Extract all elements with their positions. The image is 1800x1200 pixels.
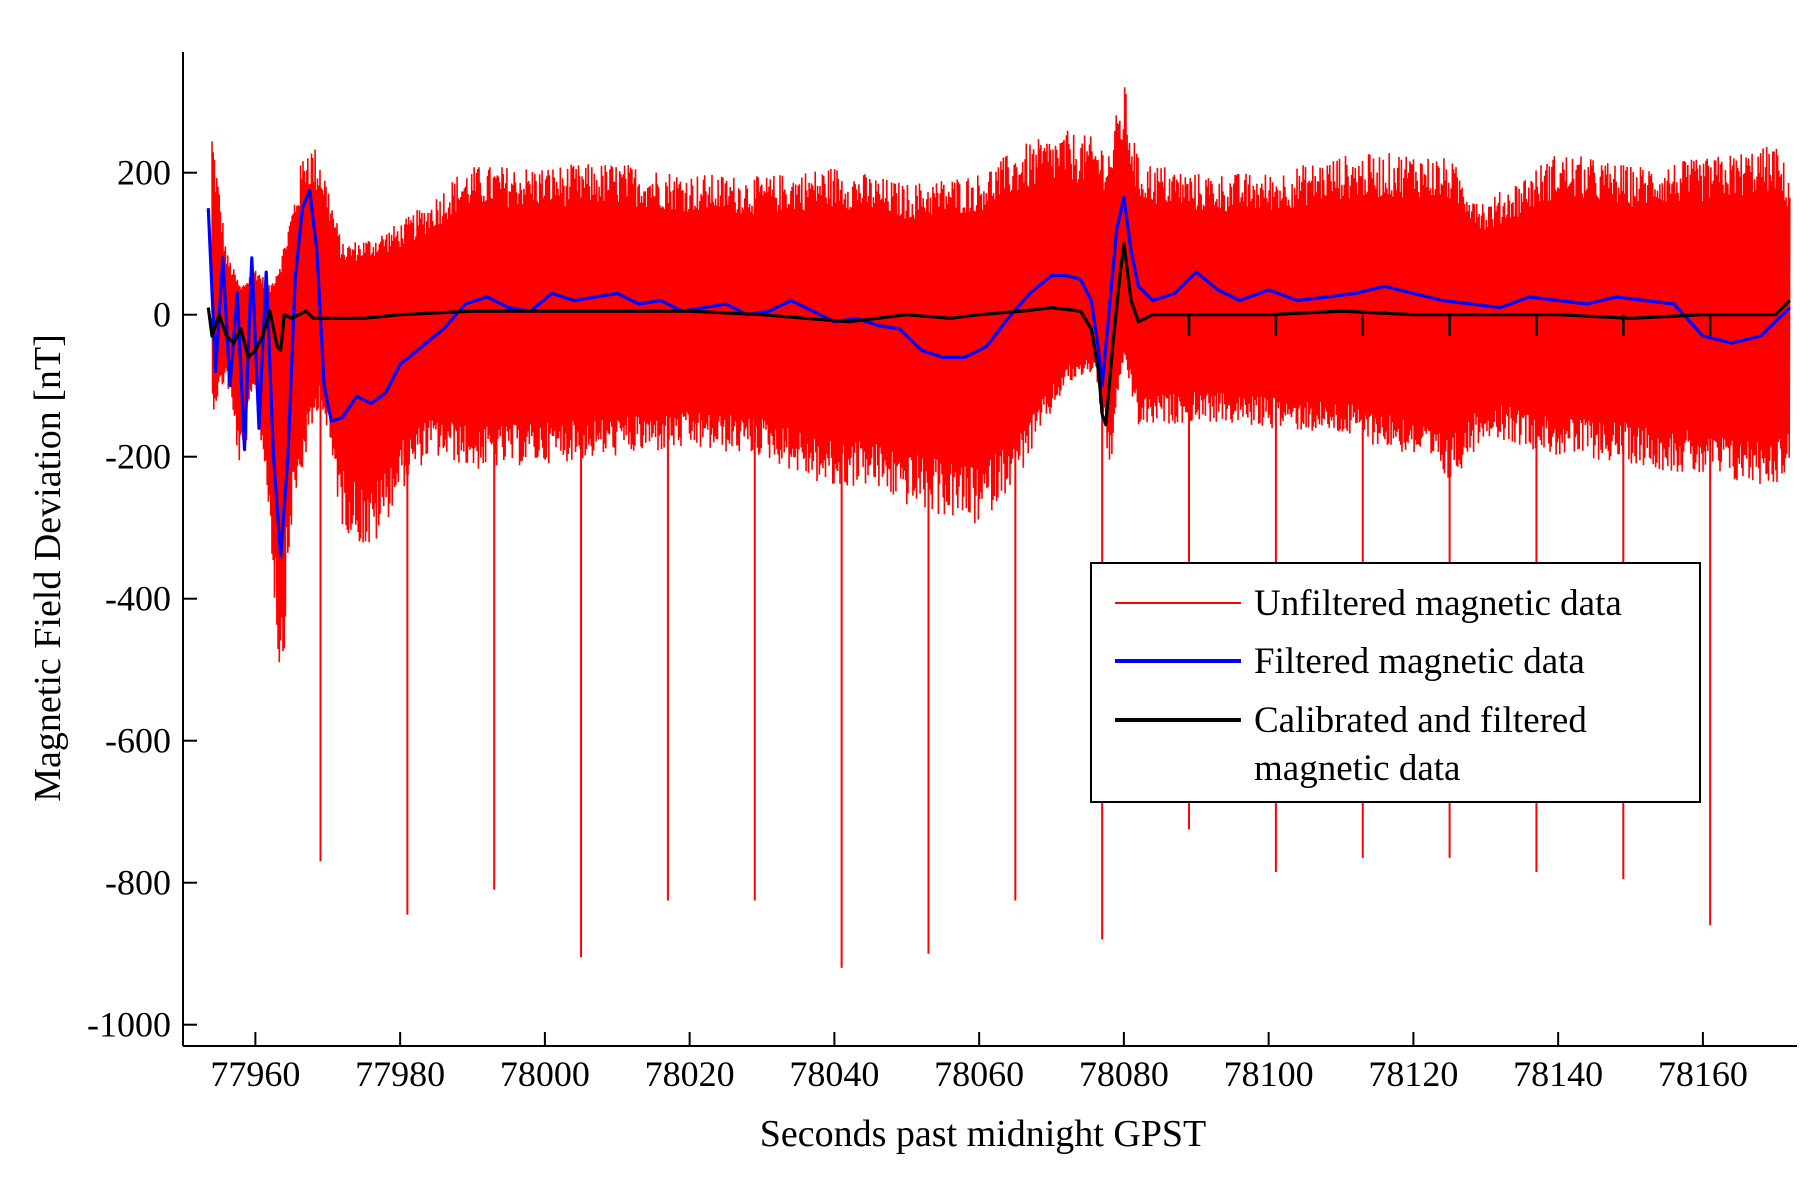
y-axis-ticks: -1000 -800 -600 -400 -200 0 200: [87, 153, 197, 1045]
x-tick-label: 78020: [645, 1054, 735, 1094]
legend-label-calibrated: Calibrated and filtered: [1254, 700, 1587, 741]
x-tick-label: 78080: [1079, 1054, 1169, 1094]
calibrated-series-line: [206, 242, 1791, 427]
legend-label-calibrated: magnetic data: [1254, 748, 1460, 789]
plot-area: [206, 87, 1791, 968]
x-tick-label: 78120: [1368, 1054, 1458, 1094]
y-tick-label: -200: [105, 437, 171, 477]
y-tick-label: -400: [105, 579, 171, 619]
plot-clip-group: [206, 87, 1791, 968]
x-tick-label: 77980: [355, 1054, 445, 1094]
x-tick-label: 78140: [1513, 1054, 1603, 1094]
x-tick-label: 78160: [1658, 1054, 1748, 1094]
x-tick-label: 78060: [934, 1054, 1024, 1094]
unfiltered-series-line: [211, 87, 1791, 663]
y-tick-label: 200: [117, 153, 171, 193]
y-tick-label: 0: [153, 295, 171, 335]
x-tick-label: 78000: [500, 1054, 590, 1094]
legend-label-filtered: Filtered magnetic data: [1254, 641, 1585, 682]
x-tick-label: 78100: [1224, 1054, 1314, 1094]
y-tick-label: -600: [105, 721, 171, 761]
x-axis-ticks: 77960 77980 78000 78020 78040 78060 78080 78100…: [210, 1032, 1748, 1094]
x-tick-label: 77960: [210, 1054, 300, 1094]
axes: [182, 52, 1797, 1047]
legend-label-unfiltered: Unfiltered magnetic data: [1254, 583, 1622, 624]
y-tick-label: -1000: [87, 1005, 171, 1045]
y-tick-label: -800: [105, 863, 171, 903]
y-axis-label: Magnetic Field Deviation [nT]: [27, 334, 69, 802]
filtered-series-line: [206, 188, 1791, 558]
legend: Unfiltered magnetic data Filtered magneti…: [1090, 562, 1701, 803]
x-tick-label: 78040: [789, 1054, 879, 1094]
x-axis-label: Seconds past midnight GPST: [760, 1113, 1207, 1155]
